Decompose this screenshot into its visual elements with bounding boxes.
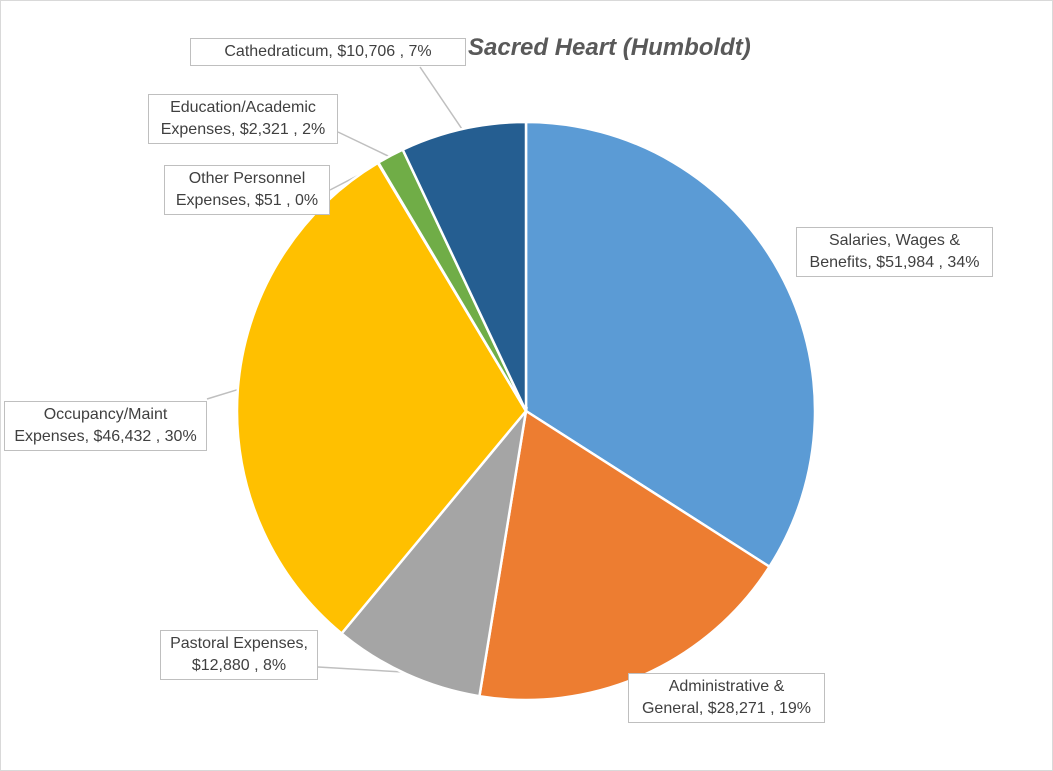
data-label-other-personnel: Other Personnel Expenses, $51 , 0% — [164, 165, 330, 215]
pie-slices — [235, 120, 817, 702]
chart-title: Sacred Heart (Humboldt) — [468, 34, 751, 61]
data-label-line: Expenses, $2,321 , 2% — [160, 121, 326, 138]
slice-salaries — [524, 120, 817, 569]
data-label-line: General, $28,271 , 19% — [641, 700, 811, 717]
data-label-line: Cathedraticum, $10,706 , 7% — [224, 43, 432, 60]
data-label-line: Administrative & — [668, 678, 785, 695]
data-label-line: Expenses, $46,432 , 30% — [14, 428, 197, 445]
data-label-line: Other Personnel — [188, 170, 306, 187]
leader-line — [419, 66, 464, 132]
data-label-pastoral: Pastoral Expenses, $12,880 , 8% — [160, 630, 318, 680]
leader-line — [206, 388, 241, 400]
slice-pastoral — [339, 406, 528, 698]
data-label-cathedraticum: Cathedraticum, $10,706 , 7% — [190, 38, 466, 66]
leader-line — [337, 131, 392, 159]
data-label-administrative: Administrative & General, $28,271 , 19% — [628, 673, 825, 723]
data-label-occupancy: Occupancy/Maint Expenses, $46,432 , 30% — [4, 401, 207, 451]
data-label-salaries: Salaries, Wages & Benefits, $51,984 , 34… — [796, 227, 993, 277]
data-label-line: Education/Academic — [170, 99, 316, 116]
data-label-education: Education/Academic Expenses, $2,321 , 2% — [148, 94, 338, 144]
data-label-line: Benefits, $51,984 , 34% — [809, 254, 980, 271]
data-label-line: Expenses, $51 , 0% — [175, 192, 319, 209]
data-label-line: Occupancy/Maint — [43, 406, 168, 423]
data-label-line: Pastoral Expenses, — [170, 635, 308, 652]
slice-cathedraticum — [401, 120, 528, 412]
leader-line — [317, 666, 408, 673]
data-label-line: $12,880 , 8% — [191, 657, 287, 674]
data-label-line: Salaries, Wages & — [828, 232, 960, 249]
